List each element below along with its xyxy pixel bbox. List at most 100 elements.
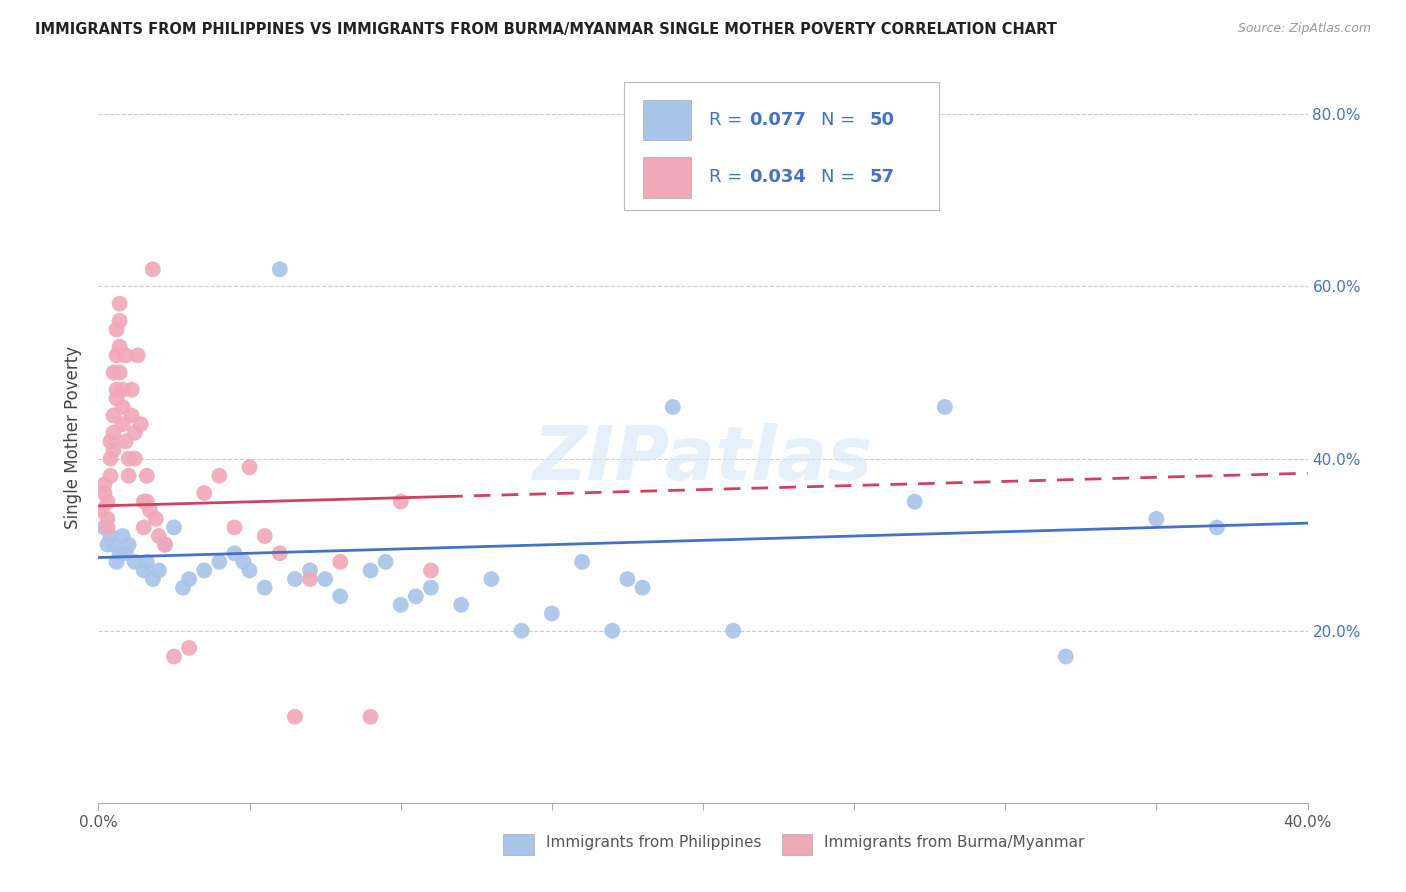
Point	[118, 451, 141, 466]
Point	[284, 572, 307, 586]
Point	[105, 555, 128, 569]
Point	[269, 262, 291, 277]
Point	[172, 581, 194, 595]
Point	[135, 494, 157, 508]
Point	[96, 494, 118, 508]
Point	[100, 451, 122, 466]
Point	[111, 417, 134, 432]
Point	[100, 434, 122, 449]
Point	[571, 555, 593, 569]
Point	[145, 512, 167, 526]
Text: R =: R =	[709, 169, 748, 186]
Point	[389, 494, 412, 508]
Point	[108, 546, 131, 560]
Point	[100, 468, 122, 483]
Point	[124, 555, 146, 569]
Bar	[643, 157, 690, 197]
Point	[374, 555, 396, 569]
Text: 0.077: 0.077	[749, 112, 806, 129]
Point	[163, 520, 186, 534]
Point	[284, 710, 307, 724]
Point	[481, 572, 503, 586]
Point	[239, 460, 262, 475]
Point	[193, 486, 215, 500]
Point	[132, 564, 155, 578]
Text: R =: R =	[709, 112, 748, 129]
Point	[127, 348, 149, 362]
Point	[661, 400, 683, 414]
Point	[389, 598, 412, 612]
Point	[105, 392, 128, 406]
Point	[108, 366, 131, 380]
Point	[96, 538, 118, 552]
Point	[329, 589, 352, 603]
Text: 57: 57	[870, 169, 894, 186]
Point	[163, 649, 186, 664]
Point	[253, 529, 276, 543]
Point	[360, 710, 382, 724]
Point	[239, 564, 262, 578]
Point	[299, 564, 322, 578]
Point	[111, 400, 134, 414]
Point	[329, 555, 352, 569]
Point	[153, 538, 176, 552]
Point	[142, 572, 165, 586]
Y-axis label: Single Mother Poverty: Single Mother Poverty	[65, 345, 83, 529]
Point	[420, 581, 443, 595]
Point	[253, 581, 276, 595]
Point	[148, 564, 170, 578]
Point	[105, 322, 128, 336]
Point	[135, 555, 157, 569]
Point	[105, 383, 128, 397]
Point	[420, 564, 443, 578]
Point	[124, 451, 146, 466]
Bar	[503, 833, 534, 855]
Point	[96, 512, 118, 526]
Point	[108, 340, 131, 354]
Point	[934, 400, 956, 414]
Point	[100, 529, 122, 543]
Point	[129, 417, 152, 432]
Point	[616, 572, 638, 586]
Point	[193, 564, 215, 578]
Point	[224, 520, 246, 534]
Point	[121, 383, 143, 397]
Point	[108, 296, 131, 310]
Text: 0.034: 0.034	[749, 169, 806, 186]
Text: IMMIGRANTS FROM PHILIPPINES VS IMMIGRANTS FROM BURMA/MYANMAR SINGLE MOTHER POVER: IMMIGRANTS FROM PHILIPPINES VS IMMIGRANT…	[35, 22, 1057, 37]
Point	[360, 564, 382, 578]
Point	[90, 503, 112, 517]
Point	[103, 425, 125, 440]
Point	[132, 520, 155, 534]
Point	[723, 624, 745, 638]
Point	[121, 409, 143, 423]
Point	[631, 581, 654, 595]
Point	[111, 529, 134, 543]
Point	[93, 477, 115, 491]
Point	[232, 555, 254, 569]
Point	[314, 572, 336, 586]
Point	[148, 529, 170, 543]
Point	[96, 520, 118, 534]
Point	[105, 348, 128, 362]
Point	[1054, 649, 1077, 664]
Text: ZIPatlas: ZIPatlas	[533, 423, 873, 496]
Text: 50: 50	[870, 112, 894, 129]
Point	[103, 538, 125, 552]
Point	[114, 348, 136, 362]
Point	[299, 572, 322, 586]
Point	[153, 538, 176, 552]
Point	[139, 503, 162, 517]
Point	[111, 383, 134, 397]
Text: Immigrants from Philippines: Immigrants from Philippines	[546, 835, 761, 850]
Point	[179, 572, 201, 586]
Point	[114, 434, 136, 449]
Point	[135, 468, 157, 483]
Point	[1206, 520, 1229, 534]
Point	[510, 624, 533, 638]
Bar	[643, 100, 690, 140]
Point	[602, 624, 624, 638]
Point	[124, 425, 146, 440]
Point	[108, 314, 131, 328]
Point	[142, 262, 165, 277]
